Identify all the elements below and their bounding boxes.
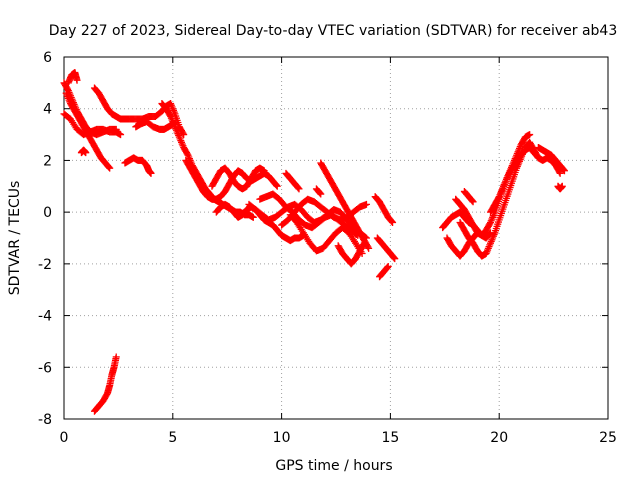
data-point: [362, 200, 370, 208]
series-arc-19: [312, 185, 325, 198]
axis-ticks: [63, 56, 609, 420]
data-point: [317, 190, 325, 198]
series-arc-28: [452, 131, 534, 239]
x-tick-label: 25: [599, 430, 617, 446]
data-point: [64, 85, 72, 93]
y-axis-label: SDTVAR / TECUs: [7, 181, 23, 296]
chart-title: Day 227 of 2023, Sidereal Day-to-day VTE…: [49, 23, 618, 39]
series-arc-31: [534, 144, 568, 175]
data-point: [389, 218, 397, 226]
data-point: [560, 167, 568, 175]
data-point: [183, 150, 191, 158]
data-point: [180, 131, 188, 139]
data-point: [166, 111, 174, 119]
data-point: [294, 184, 302, 192]
x-tick-label: 0: [60, 430, 69, 446]
data-point: [316, 189, 324, 197]
data-point: [82, 149, 90, 157]
series-arc-12: [208, 164, 268, 193]
data-point: [555, 168, 563, 176]
series-arc-21: [334, 239, 368, 268]
data-point: [260, 167, 268, 175]
x-tick-label: 5: [168, 430, 177, 446]
data-point: [494, 194, 502, 202]
x-axis-label: GPS time / hours: [275, 458, 392, 474]
series-arc-29: [460, 187, 477, 206]
series-arc-24: [376, 262, 392, 281]
series-arc-23: [373, 234, 399, 263]
data-point: [469, 198, 477, 206]
data-point: [117, 131, 125, 139]
data-point: [360, 240, 368, 248]
data-point: [106, 164, 114, 172]
data-point: [112, 125, 120, 133]
data-point: [556, 169, 564, 177]
plot-frame: [63, 56, 609, 420]
series-arc-32: [554, 182, 566, 193]
data-point: [273, 181, 281, 189]
series-arc-4: [64, 69, 81, 87]
grid-lines: [64, 57, 608, 419]
data-point: [365, 244, 373, 252]
x-tick-label: 10: [273, 430, 291, 446]
series-arc-5: [77, 146, 90, 157]
series-arc-6: [90, 353, 120, 415]
data-point: [73, 76, 81, 84]
x-tick-label: 20: [490, 430, 508, 446]
y-tick-label: 4: [43, 102, 52, 118]
data-point: [468, 197, 476, 205]
series-arc-18: [282, 169, 303, 193]
y-tick-label: -8: [38, 412, 52, 428]
data-point: [391, 255, 399, 263]
series-arc-9: [132, 118, 177, 133]
axis-tick-labels: 0 5 10 15 20 25 -8 -6 -4 -2 0 2 4 6: [38, 50, 617, 446]
data-point: [388, 218, 396, 226]
data-point: [486, 220, 494, 228]
x-tick-label: 15: [381, 430, 399, 446]
series-arc-2: [60, 79, 120, 139]
data-point: [558, 182, 566, 190]
data-point: [273, 182, 281, 190]
series-arc-8: [121, 154, 155, 177]
data-point: [295, 185, 303, 193]
data-point: [560, 166, 568, 174]
data-point: [360, 239, 368, 247]
y-tick-label: -6: [38, 360, 52, 376]
data-point: [526, 131, 534, 139]
data-point: [383, 263, 391, 271]
data-point: [147, 169, 155, 177]
data-point: [112, 353, 120, 361]
y-tick-label: 0: [43, 205, 52, 221]
y-tick-label: -4: [38, 309, 52, 325]
data-point: [486, 230, 494, 238]
y-tick-label: -2: [38, 257, 52, 273]
data-point: [105, 163, 113, 171]
data-point: [249, 213, 257, 221]
series-arc-3: [62, 89, 114, 172]
data-point: [390, 254, 398, 262]
series-arc-22: [371, 193, 397, 226]
y-tick-label: 2: [43, 153, 52, 169]
data-point: [384, 262, 392, 270]
y-tick-label: 6: [43, 50, 52, 66]
series-arc-10: [158, 100, 257, 221]
data-points: [60, 69, 568, 415]
